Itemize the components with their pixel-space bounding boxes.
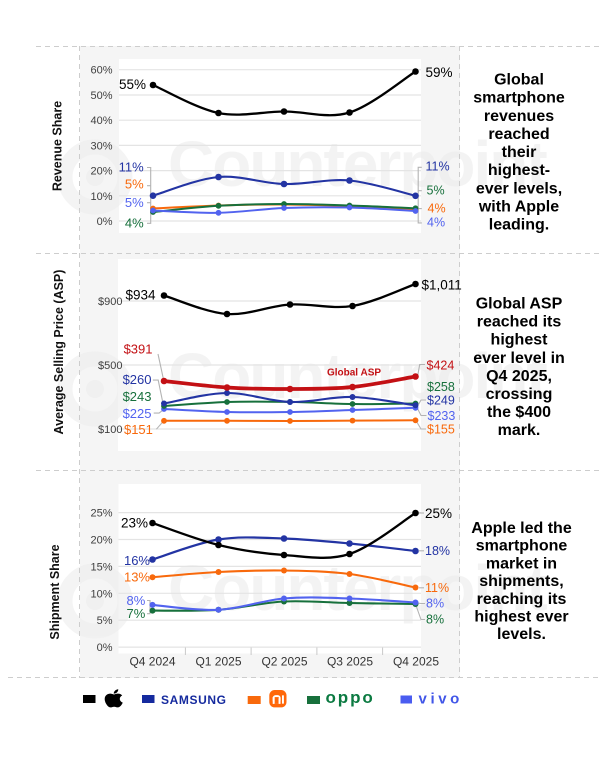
svg-text:$233: $233: [428, 409, 456, 423]
svg-text:8%: 8%: [426, 613, 444, 627]
svg-text:5%: 5%: [97, 615, 113, 627]
svg-text:Counterpoint: Counterpoint: [168, 552, 547, 624]
svg-text:Q4 2025: Q4 2025: [393, 655, 439, 669]
svg-text:23%: 23%: [121, 516, 148, 531]
svg-text:Global ASP: Global ASP: [476, 296, 563, 313]
svg-text:60%: 60%: [90, 65, 112, 77]
svg-text:Q3 2025: Q3 2025: [327, 655, 373, 669]
svg-text:40%: 40%: [90, 115, 112, 127]
svg-text:Global: Global: [494, 72, 544, 89]
svg-text:market in: market in: [486, 555, 557, 572]
svg-text:SAMSUNG: SAMSUNG: [161, 693, 227, 707]
svg-text:$934: $934: [125, 288, 156, 303]
svg-text:16%: 16%: [124, 553, 150, 568]
svg-text:$258: $258: [427, 380, 455, 394]
svg-text:50%: 50%: [90, 90, 112, 102]
svg-text:4%: 4%: [428, 202, 446, 216]
svg-text:25%: 25%: [90, 508, 112, 520]
svg-text:55%: 55%: [119, 77, 146, 92]
svg-text:crossing: crossing: [486, 386, 553, 403]
svg-text:18%: 18%: [425, 544, 450, 558]
svg-text:$1,011: $1,011: [422, 278, 462, 293]
svg-text:shipments,: shipments,: [479, 573, 563, 590]
svg-text:reached: reached: [488, 126, 549, 143]
svg-text:$424: $424: [427, 358, 455, 372]
svg-text:0%: 0%: [97, 642, 113, 654]
svg-text:Global ASP: Global ASP: [327, 368, 381, 379]
svg-text:Average Selling Price (ASP): Average Selling Price (ASP): [52, 270, 66, 435]
svg-text:$225: $225: [123, 406, 152, 421]
svg-text:13%: 13%: [124, 569, 150, 584]
svg-text:$260: $260: [123, 372, 152, 387]
svg-text:5%: 5%: [125, 195, 144, 210]
svg-text:5%: 5%: [125, 177, 144, 192]
svg-text:30%: 30%: [90, 140, 112, 152]
svg-text:8%: 8%: [127, 593, 146, 608]
svg-text:$391: $391: [124, 342, 153, 357]
svg-text:25%: 25%: [425, 506, 452, 521]
svg-text:reached its: reached its: [477, 314, 562, 331]
svg-text:5%: 5%: [427, 184, 445, 198]
svg-text:highest ever: highest ever: [474, 609, 568, 626]
svg-text:Shipment Share: Shipment Share: [48, 544, 62, 639]
svg-text:11%: 11%: [425, 581, 449, 595]
svg-text:with Apple: with Apple: [478, 199, 559, 216]
svg-text:Q4 2024: Q4 2024: [129, 655, 175, 669]
svg-text:vivo: vivo: [419, 691, 463, 708]
svg-text:$900: $900: [98, 296, 122, 308]
svg-text:11%: 11%: [119, 159, 144, 174]
svg-text:$249: $249: [427, 393, 455, 407]
svg-text:7%: 7%: [127, 606, 146, 621]
svg-text:10%: 10%: [90, 588, 112, 600]
svg-text:59%: 59%: [426, 65, 453, 80]
svg-text:Revenue Share: Revenue Share: [51, 101, 65, 191]
svg-text:$100: $100: [98, 424, 122, 436]
svg-text:smartphone: smartphone: [473, 90, 565, 107]
svg-text:reaching its: reaching its: [477, 591, 567, 608]
svg-text:$500: $500: [98, 360, 122, 372]
svg-text:4%: 4%: [125, 216, 144, 231]
svg-text:$155: $155: [427, 422, 455, 436]
svg-text:their: their: [502, 144, 537, 161]
svg-text:Counterpoint: Counterpoint: [168, 340, 547, 412]
svg-text:11%: 11%: [426, 159, 450, 173]
svg-text:0%: 0%: [97, 216, 113, 228]
svg-text:highest: highest: [491, 332, 549, 349]
svg-text:levels.: levels.: [497, 626, 546, 643]
svg-text:mark.: mark.: [498, 422, 541, 439]
svg-text:20%: 20%: [90, 166, 112, 178]
svg-text:ever levels,: ever levels,: [476, 180, 562, 197]
svg-text:highest-: highest-: [488, 162, 550, 179]
svg-text:leading.: leading.: [489, 217, 549, 234]
svg-text:15%: 15%: [90, 561, 112, 573]
svg-text:revenues: revenues: [484, 108, 554, 125]
svg-text:8%: 8%: [426, 596, 444, 610]
svg-text:Q1 2025: Q1 2025: [195, 655, 241, 669]
svg-text:ever level in: ever level in: [473, 350, 565, 367]
svg-text:Q4 2025,: Q4 2025,: [486, 368, 552, 385]
svg-text:10%: 10%: [90, 191, 112, 203]
svg-text:oppo: oppo: [326, 688, 375, 707]
svg-text:Counterpoint: Counterpoint: [168, 128, 547, 200]
svg-text:20%: 20%: [90, 535, 112, 547]
svg-text:Apple led the: Apple led the: [471, 520, 572, 537]
svg-text:4%: 4%: [427, 216, 445, 230]
svg-text:$243: $243: [123, 389, 152, 404]
svg-text:the $400: the $400: [487, 404, 551, 421]
svg-text:smartphone: smartphone: [476, 538, 568, 555]
svg-text:$151: $151: [124, 422, 153, 437]
svg-text:Q2 2025: Q2 2025: [261, 655, 307, 669]
